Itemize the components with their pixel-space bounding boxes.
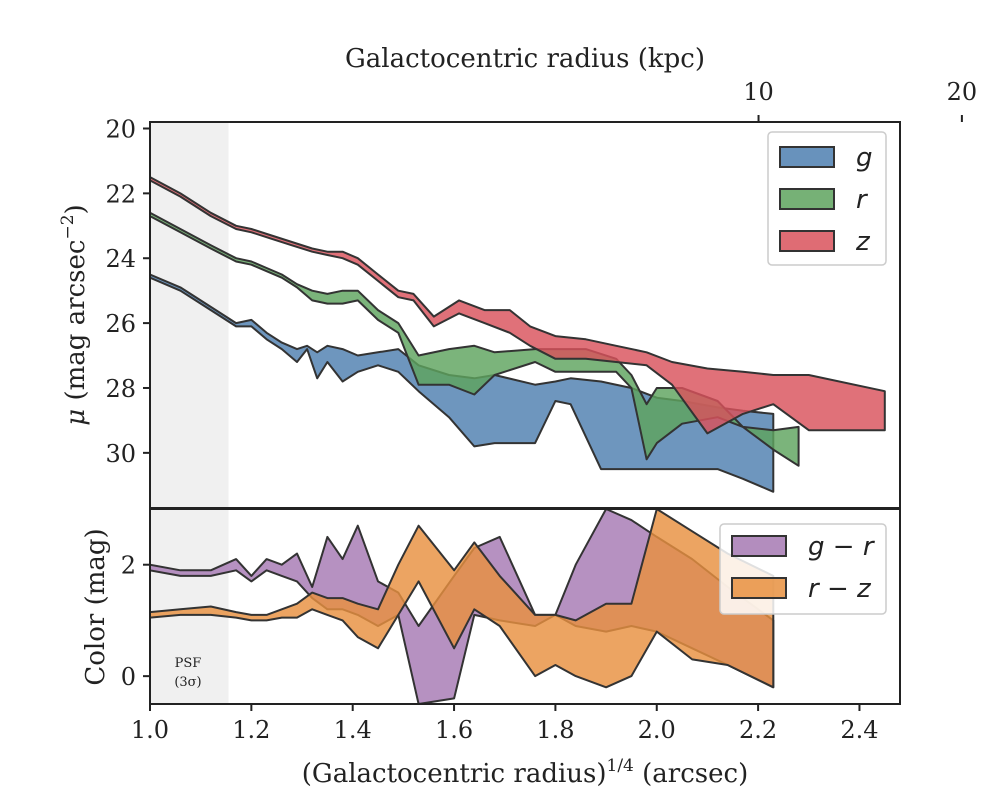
y-tick-label: 28 (105, 375, 136, 403)
legend-label: r − z (808, 574, 872, 604)
legend-swatch (731, 577, 787, 599)
band-color-1 (150, 509, 775, 689)
color-panel: PSF (3σ) 0 2 1.0 1.2 1.4 1.6 1.8 2.0 2.2 2.4 g − r r … (121, 508, 901, 744)
legend-label: g − r (808, 532, 876, 562)
top-axis-tick-label: 10 (743, 78, 774, 106)
y-tick-label: 30 (105, 440, 136, 468)
surface-brightness-panel: 2022242628301020305075100150200grz (105, 78, 978, 509)
top-axis-tick-label: 20 (947, 78, 978, 106)
y-tick-label: 2 (121, 552, 136, 580)
x-axis-label: (Galactocentric radius)1/4 (arcsec) (302, 756, 748, 789)
x-tick-label: 1.2 (232, 716, 270, 744)
y-tick-label: 24 (105, 245, 136, 273)
legend-swatch (779, 146, 835, 168)
y-tick-label: 26 (105, 310, 136, 338)
band-z (150, 176, 886, 435)
legend-label: r (856, 185, 869, 215)
x-tick-label: 2.2 (739, 716, 777, 744)
x-tick-label: 1.4 (334, 716, 372, 744)
legend-swatch (779, 230, 835, 252)
x-tick-label: 1.6 (435, 716, 473, 744)
y-tick-label: 20 (105, 115, 136, 143)
y-tick-label: 22 (105, 180, 136, 208)
surface-brightness-bands (150, 176, 886, 493)
x-tick-label: 2.4 (840, 716, 878, 744)
y-axis-label-bottom: Color (mag) (81, 528, 111, 685)
psf-shaded-region-bottom (150, 509, 229, 704)
top-axis-label: Galactocentric radius (kpc) (345, 44, 705, 74)
x-tick-label: 1.0 (131, 716, 169, 744)
legend-label: g (856, 143, 873, 173)
legend-swatch (731, 535, 787, 557)
legend-label: z (855, 227, 871, 257)
x-tick-label: 2.0 (638, 716, 676, 744)
color-bands (150, 509, 775, 704)
y-axis-label-top: μ (mag arcsec−2) (58, 204, 91, 425)
y-tick-label: 0 (121, 663, 136, 691)
bottom-panel-frame (149, 508, 901, 705)
band-r (150, 211, 800, 467)
psf-sigma-label: (3σ) (174, 675, 201, 690)
legend-swatch (779, 188, 835, 210)
x-tick-label: 1.8 (536, 716, 574, 744)
psf-label: PSF (175, 656, 202, 671)
